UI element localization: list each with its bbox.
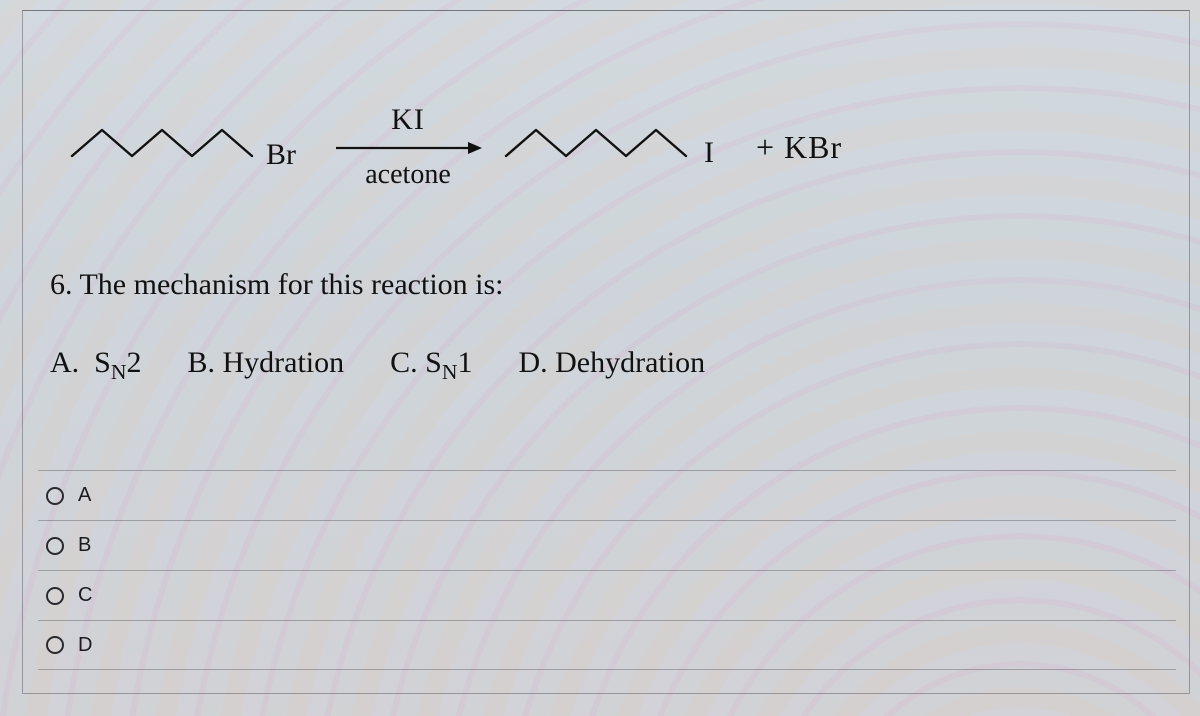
choice-b: B. Hydration <box>187 346 344 385</box>
byproduct-label: + KBr <box>756 129 842 166</box>
answer-label: C <box>78 584 92 607</box>
question-text: 6. The mechanism for this reaction is: <box>50 268 504 302</box>
reaction-arrow-icon <box>334 139 482 157</box>
answer-label: B <box>78 534 91 557</box>
answer-label: A <box>78 484 91 507</box>
product-end-label: I <box>704 136 714 169</box>
answer-label: D <box>78 634 92 657</box>
reaction-scheme: Br KI acetone I + KBr <box>66 92 1160 202</box>
reactant-structure: Br <box>66 112 316 182</box>
choice-c: C. SN1 <box>390 346 472 385</box>
answer-option-d[interactable]: D <box>38 620 1176 670</box>
reagent-top-label: KI <box>391 103 425 137</box>
answer-option-c[interactable]: C <box>38 570 1176 620</box>
reaction-arrow-block: KI acetone <box>334 103 482 191</box>
choices-row: A. SN2 B. Hydration C. SN1 D. Dehydratio… <box>50 346 1160 385</box>
answer-options: A B C D <box>38 470 1176 670</box>
choice-a: A. SN2 <box>50 346 141 385</box>
answer-option-b[interactable]: B <box>38 520 1176 570</box>
choice-d: D. Dehydration <box>518 346 705 385</box>
radio-icon[interactable] <box>46 587 64 605</box>
reagent-bottom-label: acetone <box>365 159 451 191</box>
product-structure: I <box>500 112 730 182</box>
question-body: The mechanism for this reaction is: <box>79 268 503 301</box>
radio-icon[interactable] <box>46 487 64 505</box>
question-number: 6. <box>50 268 73 301</box>
answer-option-a[interactable]: A <box>38 470 1176 520</box>
reactant-end-label: Br <box>266 138 296 171</box>
radio-icon[interactable] <box>46 636 64 654</box>
radio-icon[interactable] <box>46 537 64 555</box>
